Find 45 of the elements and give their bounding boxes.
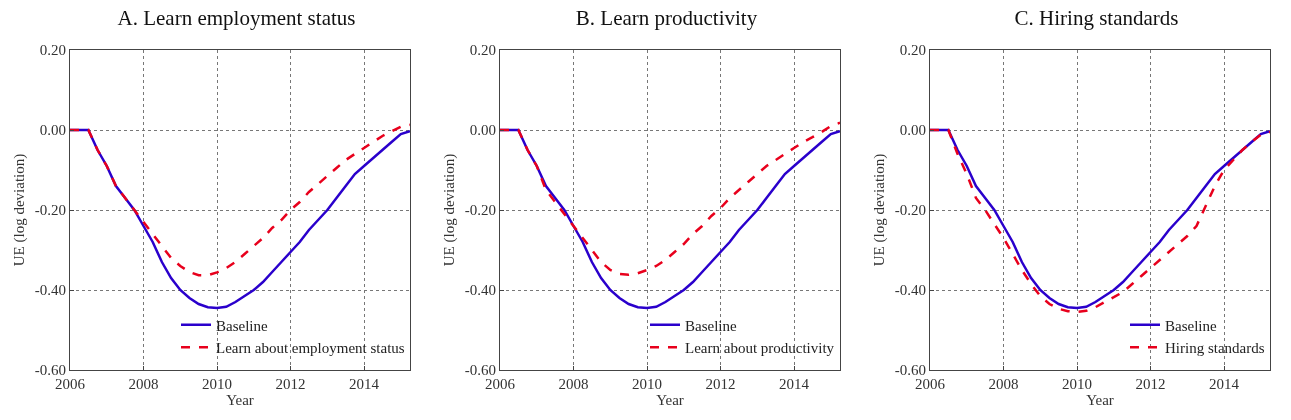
y-tick-label: -0.20 xyxy=(894,202,926,219)
x-axis-title: Year xyxy=(1086,392,1114,408)
x-tick-label: 2012 xyxy=(275,376,306,392)
x-tick-label: 2006 xyxy=(915,376,946,392)
x-tick-label: 2008 xyxy=(988,376,1019,392)
legend-label: Baseline xyxy=(685,317,737,334)
x-tick-label: 2008 xyxy=(128,376,159,392)
x-tick-label: 2012 xyxy=(1135,376,1166,392)
x-tick-label: 2008 xyxy=(558,376,589,392)
y-axis-title: UE (log deviation) xyxy=(441,153,458,267)
x-tick-label: 2014 xyxy=(779,376,810,392)
y-tick-label: -0.60 xyxy=(464,362,496,379)
legend-label: Learn about productivity xyxy=(685,340,835,357)
x-axis-title: Year xyxy=(656,392,684,408)
chart-title: A. Learn employment status xyxy=(117,6,356,31)
y-tick-label: 0.20 xyxy=(899,42,926,59)
y-tick-label: 0.00 xyxy=(469,122,496,139)
y-tick-label: 0.20 xyxy=(469,42,496,59)
y-tick-label: -0.40 xyxy=(34,282,66,299)
y-tick-label: -0.60 xyxy=(34,362,66,379)
y-tick-label: -0.40 xyxy=(464,282,496,299)
legend-label: Learn about employment status xyxy=(216,340,405,357)
legend-label: Baseline xyxy=(216,317,268,334)
y-axis-title: UE (log deviation) xyxy=(11,153,28,267)
legend-label: Baseline xyxy=(1165,317,1217,334)
legend-label: Hiring standards xyxy=(1165,340,1265,357)
y-tick-label: -0.60 xyxy=(894,362,926,379)
x-tick-label: 2006 xyxy=(485,376,516,392)
y-tick-label: -0.40 xyxy=(894,282,926,299)
x-axis-title: Year xyxy=(226,392,254,408)
x-tick-label: 2010 xyxy=(202,376,233,392)
x-tick-label: 2014 xyxy=(1209,376,1240,392)
y-axis-title: UE (log deviation) xyxy=(871,153,888,267)
x-tick-label: 2014 xyxy=(349,376,380,392)
y-tick-label: 0.00 xyxy=(39,122,66,139)
x-tick-label: 2010 xyxy=(632,376,663,392)
y-tick-label: -0.20 xyxy=(464,202,496,219)
y-tick-label: -0.20 xyxy=(34,202,66,219)
x-tick-label: 2012 xyxy=(705,376,736,392)
y-tick-label: 0.00 xyxy=(899,122,926,139)
y-tick-label: 0.20 xyxy=(39,42,66,59)
x-tick-label: 2010 xyxy=(1062,376,1093,392)
chart-title: B. Learn productivity xyxy=(575,6,758,31)
x-tick-label: 2006 xyxy=(55,376,86,392)
chart-title: C. Hiring standards xyxy=(1014,6,1179,31)
